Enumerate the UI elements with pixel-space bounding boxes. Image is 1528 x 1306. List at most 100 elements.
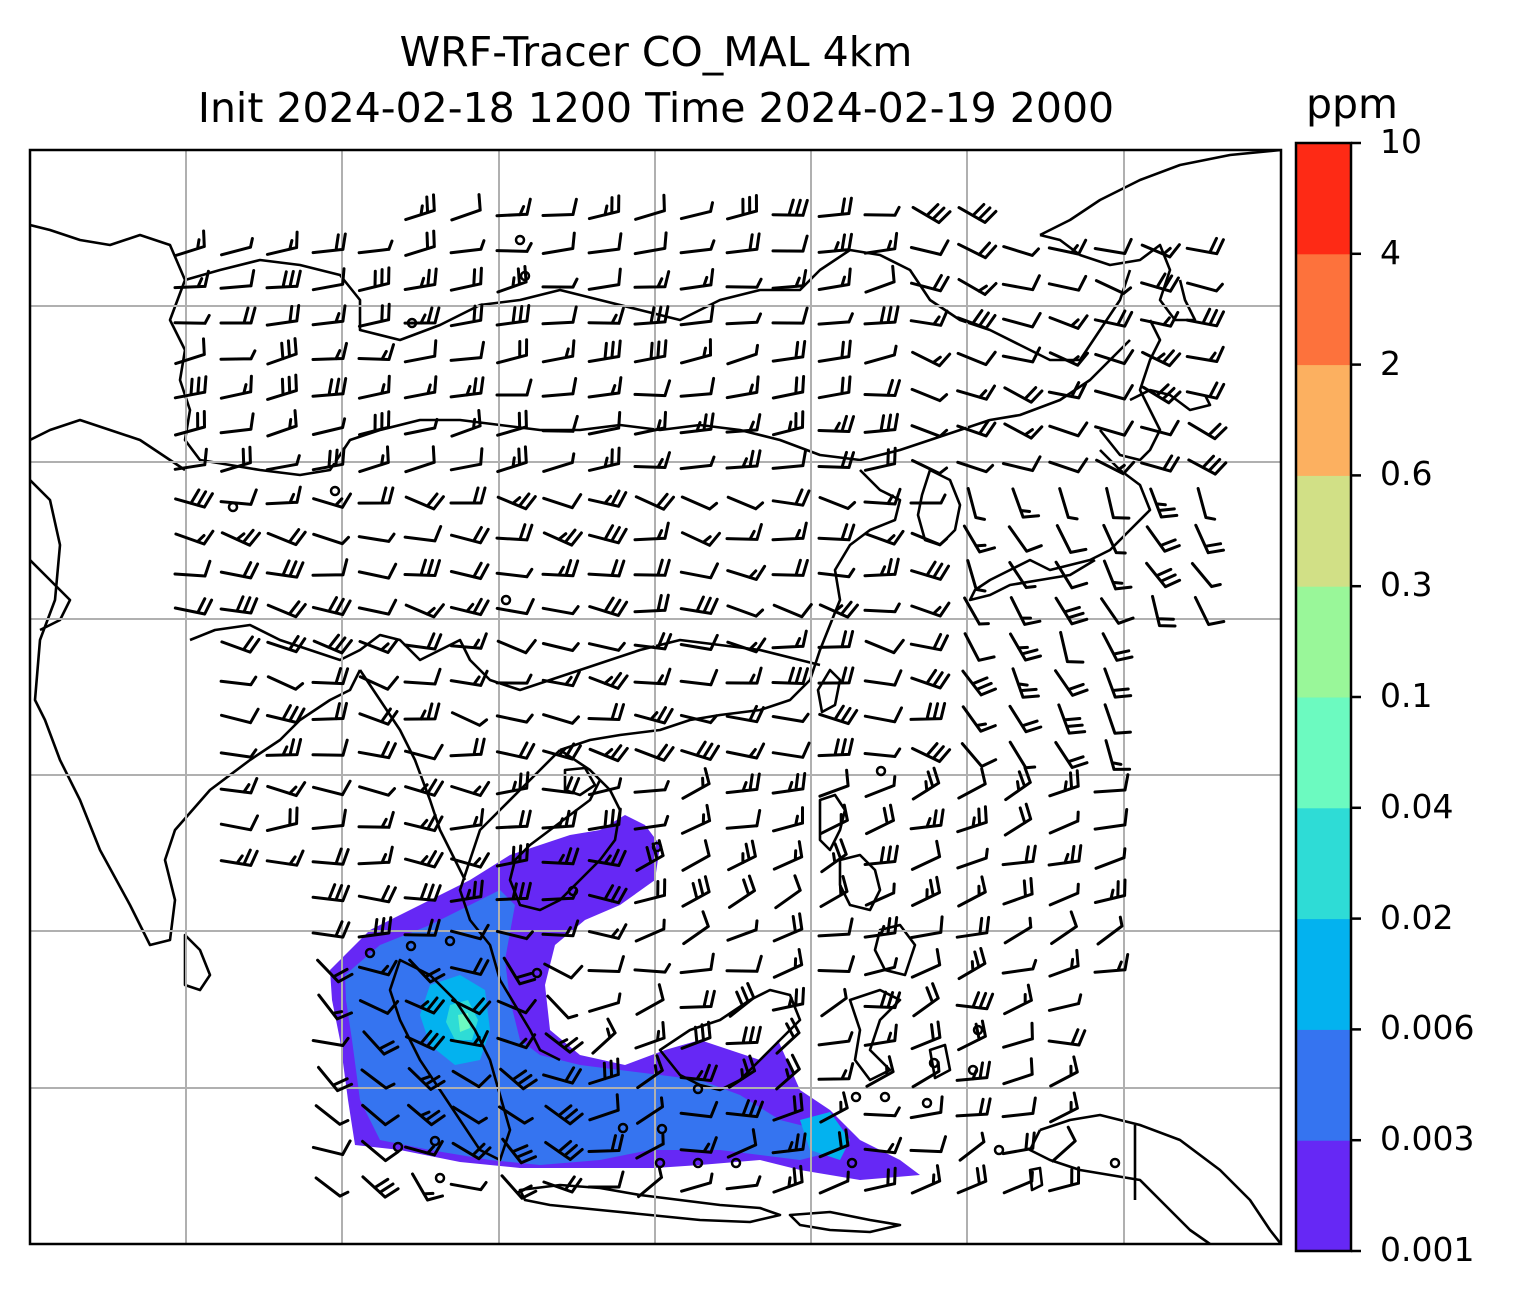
calm-wind-circle [656,1123,668,1135]
wind-barb [771,269,808,290]
wind-barb [496,338,529,365]
wind-barb [265,454,301,472]
wind-barb [266,373,298,401]
wind-barb [450,780,491,797]
wind-barb [864,638,905,655]
wind-barb [265,704,306,724]
wind-barb [679,376,716,398]
wind-barb [1048,1166,1081,1193]
wind-barb [357,845,394,866]
wind-barb [635,983,665,1016]
wind-barb [863,305,900,326]
wind-barb [496,639,537,655]
wind-barb [963,596,990,626]
wind-barb [633,521,670,542]
calm-wind-circle [405,940,417,952]
wind-barb [956,847,989,870]
wind-barb [1054,741,1089,769]
wind-barb [1102,559,1133,591]
wind-barb [910,1020,942,1051]
colorbar-segment [1296,697,1351,809]
wind-barb [449,303,484,328]
wind-barb [1093,309,1134,328]
calm-wind-circle [500,594,512,606]
wind-barb [1190,562,1222,588]
wind-barb [544,1032,584,1054]
wind-barb [449,669,489,687]
wind-barb [173,375,208,400]
wind-barb [174,410,206,437]
wind-barb [680,1020,712,1050]
wind-barb [404,850,444,869]
wind-barb [495,741,536,760]
wind-barb [311,667,350,686]
calm-wind-circle [651,841,663,853]
wind-barb [358,707,399,726]
wind-barb [957,875,987,908]
calm-wind-circle [972,1024,984,1036]
wind-barb [725,809,762,830]
wind-barb [495,598,535,616]
wind-barb [818,768,850,798]
wind-barb [910,839,942,871]
wind-barb [1140,243,1181,259]
wind-barb [863,446,897,472]
wind-barb [961,669,997,697]
wind-barb [817,1062,855,1081]
wind-barb [403,883,442,902]
wind-barb [771,488,811,507]
wind-barb [358,999,400,1015]
wind-barb [450,193,482,222]
wind-barb [542,528,583,547]
wind-barb [587,411,622,436]
wind-barb [863,1136,903,1155]
wind-barb [541,809,578,830]
wind-barb [1140,272,1180,293]
wind-barb [863,1023,898,1047]
wind-barb [1008,740,1037,770]
wind-barb [587,339,622,363]
wind-barb [404,778,444,797]
wind-barb [495,881,532,902]
map-title-line1: WRF-Tracer CO_MAL 4km [399,28,913,76]
wind-barb [404,996,445,1015]
calm-wind-circle [921,1097,933,1109]
wind-barb [266,409,298,438]
wind-barb [775,1053,801,1091]
wind-barb [1101,632,1134,662]
wind-barb [173,597,214,616]
wind-barb [450,923,490,941]
calm-wind-circle [519,270,531,282]
wind-barb [817,196,853,218]
wind-barb [495,843,530,868]
wind-barb [680,740,720,761]
wind-barb [1145,525,1181,553]
wind-barb [1094,420,1134,437]
wind-barb [450,711,489,727]
wind-barb [679,1100,719,1119]
wind-barb [863,412,899,434]
wind-barb [1008,704,1043,734]
wind-barb [1193,596,1226,626]
wind-barb [361,1139,400,1163]
wind-barb [403,558,441,577]
wind-barb [775,1017,801,1055]
wind-barb [449,1181,488,1192]
wind-barb [863,378,901,397]
wind-barb [1050,910,1078,945]
calm-wind-circle [406,317,418,329]
wind-barb [541,231,576,255]
wind-barb [311,1139,352,1157]
wind-barb [1001,958,1038,975]
wind-barb [680,1172,714,1193]
calm-wind-circle [364,947,376,959]
wind-barb [957,947,987,981]
wind-barb [174,529,215,546]
wind-barb [591,1017,617,1055]
wind-barb [358,638,399,654]
wind-barb [1093,808,1129,831]
wind-barb [963,632,996,662]
wind-barb [955,915,991,939]
wind-barb [449,632,488,650]
wind-barb [909,1135,947,1154]
